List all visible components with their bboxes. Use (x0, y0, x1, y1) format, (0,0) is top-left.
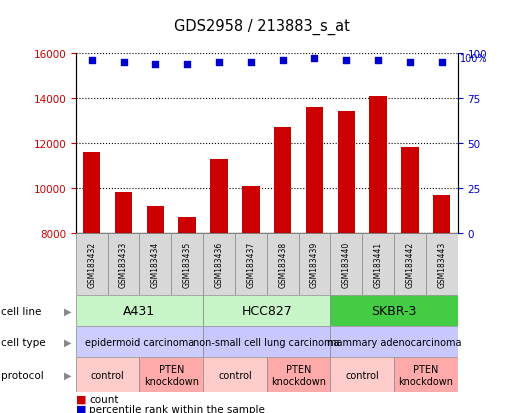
Text: non-small cell lung carcinoma: non-small cell lung carcinoma (194, 337, 340, 347)
Point (183, 61, 191, 68)
Point (247, 59, 255, 66)
Bar (267, 357, 331, 392)
Bar (210, 159, 228, 233)
Text: A431: A431 (123, 304, 155, 317)
Bar (203, 357, 267, 392)
Bar (394, 233, 426, 295)
Bar (203, 295, 331, 326)
Text: ■: ■ (76, 394, 86, 404)
Text: GSM183437: GSM183437 (246, 241, 255, 287)
Text: count: count (89, 394, 118, 404)
Point (278, 57, 287, 64)
Text: GSM183443: GSM183443 (437, 241, 446, 287)
Point (87, 57, 96, 64)
Bar (76, 233, 108, 295)
Text: GSM183442: GSM183442 (405, 241, 414, 287)
Bar (76, 357, 140, 392)
Text: ■: ■ (76, 404, 86, 413)
Bar (306, 107, 323, 233)
Bar (299, 233, 331, 295)
Text: GDS2958 / 213883_s_at: GDS2958 / 213883_s_at (174, 19, 349, 35)
Bar (76, 326, 203, 357)
Bar (267, 233, 299, 295)
Text: protocol: protocol (1, 370, 44, 380)
Text: GSM183436: GSM183436 (214, 241, 223, 287)
Bar (172, 233, 203, 295)
Text: HCC827: HCC827 (241, 304, 292, 317)
Bar (401, 148, 418, 233)
Bar (426, 233, 458, 295)
Point (342, 57, 350, 64)
Bar (140, 357, 203, 392)
Bar (203, 326, 331, 357)
Point (119, 59, 128, 66)
Bar (115, 193, 132, 233)
Text: ▶: ▶ (64, 306, 72, 316)
Bar (140, 233, 172, 295)
Point (151, 61, 160, 68)
Point (438, 59, 446, 66)
Text: GSM183440: GSM183440 (342, 241, 351, 287)
Text: epidermoid carcinoma: epidermoid carcinoma (85, 337, 194, 347)
Bar (362, 233, 394, 295)
Text: 100%: 100% (460, 54, 488, 64)
Text: GSM183432: GSM183432 (87, 241, 96, 287)
Text: GSM183435: GSM183435 (183, 241, 192, 287)
Bar (331, 357, 394, 392)
Bar (83, 152, 100, 233)
Point (406, 59, 414, 66)
Bar (369, 96, 387, 233)
Text: cell line: cell line (1, 306, 41, 316)
Text: control: control (218, 370, 252, 380)
Bar (76, 295, 203, 326)
Text: ▶: ▶ (64, 337, 72, 347)
Point (310, 56, 319, 62)
Bar (274, 128, 291, 233)
Text: GSM183434: GSM183434 (151, 241, 160, 287)
Bar (242, 186, 259, 233)
Text: control: control (345, 370, 379, 380)
Bar (108, 233, 140, 295)
Text: SKBR-3: SKBR-3 (371, 304, 417, 317)
Bar (203, 233, 235, 295)
Bar (331, 326, 458, 357)
Bar (394, 357, 458, 392)
Text: PTEN
knockdown: PTEN knockdown (144, 364, 199, 386)
Bar (337, 112, 355, 233)
Bar (433, 195, 450, 233)
Bar (146, 206, 164, 233)
Point (215, 59, 223, 66)
Text: mammary adenocarcinoma: mammary adenocarcinoma (327, 337, 461, 347)
Text: PTEN
knockdown: PTEN knockdown (399, 364, 453, 386)
Text: GSM183441: GSM183441 (373, 241, 383, 287)
Text: cell type: cell type (1, 337, 46, 347)
Bar (235, 233, 267, 295)
Text: GSM183438: GSM183438 (278, 241, 287, 287)
Bar (331, 233, 362, 295)
Point (374, 57, 382, 64)
Text: PTEN
knockdown: PTEN knockdown (271, 364, 326, 386)
Text: percentile rank within the sample: percentile rank within the sample (89, 404, 265, 413)
Bar (331, 295, 458, 326)
Text: GSM183433: GSM183433 (119, 241, 128, 287)
Text: GSM183439: GSM183439 (310, 241, 319, 287)
Text: control: control (91, 370, 124, 380)
Bar (178, 218, 196, 233)
Text: ▶: ▶ (64, 370, 72, 380)
